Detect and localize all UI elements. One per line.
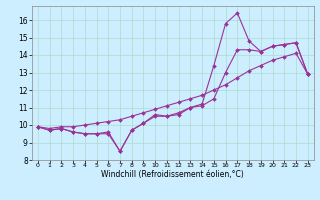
X-axis label: Windchill (Refroidissement éolien,°C): Windchill (Refroidissement éolien,°C)	[101, 170, 244, 179]
